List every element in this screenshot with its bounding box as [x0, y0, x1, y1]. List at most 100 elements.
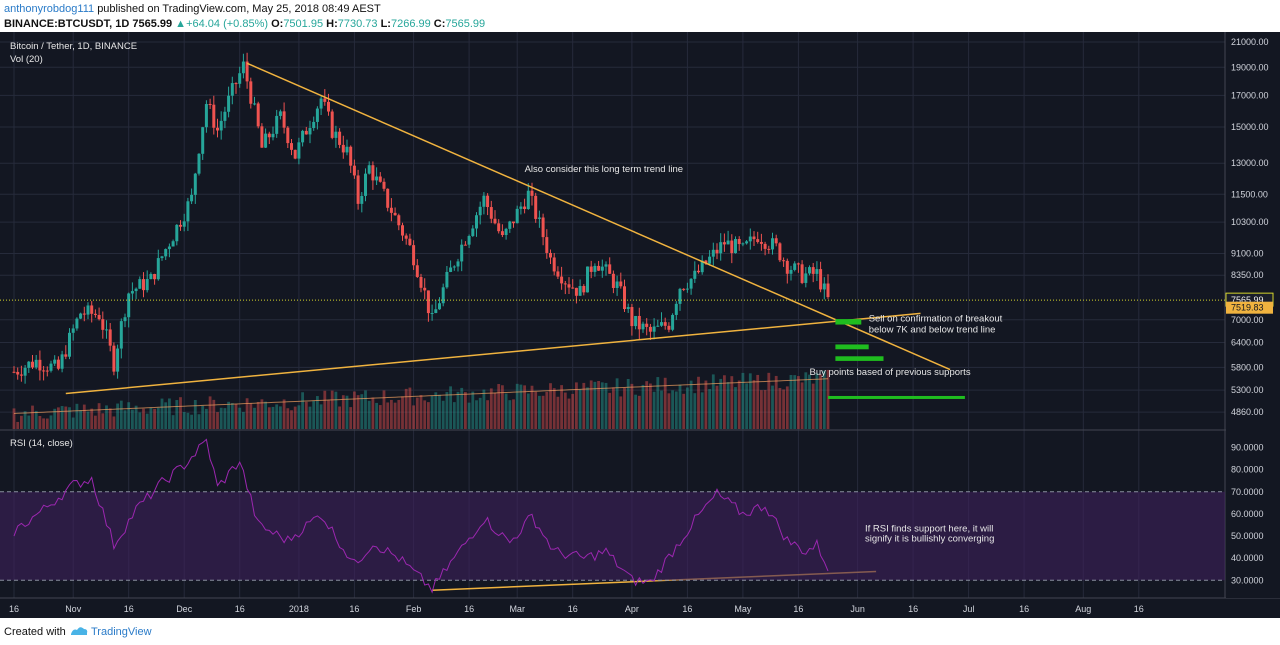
time-tick-label: 16 — [235, 604, 245, 614]
volume-bar — [471, 391, 475, 429]
volume-bar — [704, 380, 708, 429]
volume-bar — [193, 399, 197, 429]
volume-bar — [190, 414, 193, 429]
buy-sell-zone — [835, 319, 862, 325]
volume-bar — [419, 395, 423, 429]
volume-bar — [630, 383, 634, 429]
volume-bar — [689, 380, 693, 429]
volume-bar — [597, 380, 600, 429]
volume-bar — [763, 389, 767, 429]
volume-bar — [86, 411, 90, 429]
candle-body — [338, 131, 342, 145]
price-axis: 21000.00 19000.00 17000.00 15000.00 13000.00… — [1225, 32, 1280, 598]
annotation-text: Also consider this long term trend line — [525, 164, 683, 175]
volume-bar — [138, 412, 142, 429]
candle-body — [771, 238, 774, 250]
candle-body — [563, 283, 567, 285]
volume-bar — [253, 407, 256, 429]
volume-bar — [60, 406, 64, 429]
candle-body — [401, 225, 404, 236]
candle-body — [167, 246, 171, 250]
rsi-tick-label: 70.0000 — [1231, 487, 1264, 497]
rsi-tick-label: 90.0000 — [1231, 442, 1264, 452]
volume-bar — [71, 417, 75, 429]
volume-bar — [552, 388, 556, 429]
volume-bar — [578, 389, 582, 429]
volume-bar — [382, 390, 386, 429]
time-tick-label: Aug — [1075, 604, 1091, 614]
candle-body — [549, 252, 552, 258]
candle-body — [589, 266, 593, 272]
tradingview-link[interactable]: TradingView — [91, 626, 152, 638]
time-tick-label: Nov — [65, 604, 82, 614]
volume-bar — [623, 387, 626, 429]
volume-bar — [20, 415, 23, 429]
candle-body — [600, 266, 604, 271]
candle-body — [708, 256, 712, 264]
candle-body — [752, 236, 756, 240]
time-tick-label: 16 — [568, 604, 578, 614]
candle-body — [319, 98, 323, 109]
price-tick-label: 21000.00 — [1231, 37, 1269, 47]
volume-bar — [467, 402, 471, 429]
candle-body — [645, 323, 649, 327]
candle-body — [508, 221, 512, 229]
candle-body — [519, 206, 523, 209]
volume-bar — [737, 380, 741, 429]
volume-bar — [567, 398, 571, 429]
candle-body — [119, 321, 123, 349]
volume-bar — [16, 421, 20, 429]
time-tick-label: Apr — [625, 604, 639, 614]
candle-body — [463, 244, 467, 246]
volume-bar — [711, 374, 715, 429]
candle-body — [127, 293, 131, 318]
candle-body — [637, 315, 641, 330]
candle-body — [42, 370, 46, 372]
candle-body — [663, 322, 667, 326]
price-chart[interactable]: Also consider this long term trend line S… — [0, 32, 1280, 618]
candle-body — [16, 371, 20, 375]
volume-bar — [275, 404, 279, 429]
candle-body — [364, 173, 367, 196]
candle-body — [641, 323, 645, 330]
candle-body — [304, 130, 308, 135]
volume-bar — [260, 399, 264, 429]
candle-body — [156, 258, 160, 280]
candle-body — [722, 242, 726, 245]
volume-bar — [486, 400, 489, 429]
volume-bar — [34, 410, 38, 429]
candle-body — [785, 260, 789, 274]
candle-body — [652, 326, 656, 332]
volume-bar — [360, 394, 364, 429]
candle-body — [116, 348, 120, 372]
prev-price-badge — [1226, 301, 1273, 314]
volume-bar — [748, 373, 752, 429]
candle-body — [486, 195, 490, 208]
candle-body — [371, 165, 375, 181]
candle-body — [171, 241, 175, 247]
candle-body — [256, 103, 260, 127]
author-link[interactable]: anthonyrobdog111 — [4, 3, 95, 15]
candle-body — [597, 265, 601, 271]
volume-bar — [297, 405, 301, 429]
time-tick-label: Jul — [963, 604, 975, 614]
candle-body — [260, 126, 264, 148]
price-tick-label: 19000.00 — [1231, 62, 1269, 72]
volume-bar — [401, 396, 404, 429]
candle-body — [489, 207, 493, 219]
candle-body — [430, 313, 434, 315]
volume-bar — [434, 392, 438, 429]
candle-body — [441, 287, 445, 304]
volume-bar — [478, 397, 482, 429]
candle-body — [212, 104, 216, 128]
candle-body — [208, 104, 212, 106]
volume-bar — [604, 382, 608, 429]
volume-bar — [97, 403, 101, 429]
candle-body — [526, 190, 530, 209]
volume-bar — [615, 378, 619, 429]
rsi-annotation-text: signify it is bullishly converging — [865, 534, 994, 545]
candle-body — [134, 288, 138, 292]
candle-body — [267, 133, 271, 138]
candle-body — [449, 267, 453, 272]
volume-bar — [390, 399, 393, 429]
